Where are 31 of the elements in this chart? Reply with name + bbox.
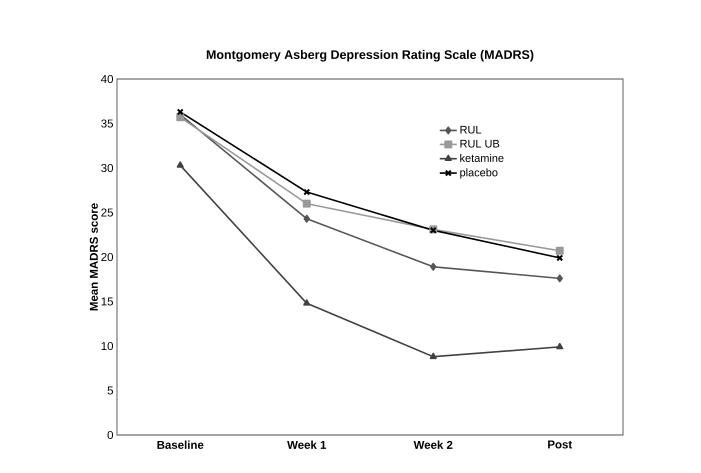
y-tick-label: 25 <box>101 208 113 217</box>
point <box>177 108 184 116</box>
x-tick-label: Post <box>548 440 572 449</box>
point <box>430 352 437 360</box>
y-tick-label: 0 <box>108 430 114 440</box>
y-tick-label: 20 <box>101 252 114 262</box>
point <box>176 161 184 168</box>
y-tick-label: 10 <box>102 342 114 350</box>
point <box>430 262 436 271</box>
point <box>304 188 310 196</box>
legend-label: ketamine <box>460 154 504 162</box>
y-tick-label: 35 <box>101 119 113 128</box>
x-tick-label: Week 2 <box>414 440 452 449</box>
legend-label: RUL <box>460 126 482 134</box>
point <box>556 274 563 282</box>
y-tick-label: 15 <box>102 298 113 306</box>
point <box>556 254 563 262</box>
y-tick-label: 5 <box>108 386 113 394</box>
legend-label: placebo <box>460 168 498 179</box>
point <box>303 299 310 306</box>
point <box>304 214 310 223</box>
y-tick-label: 40 <box>101 74 114 84</box>
chart-title: Montgomery Asberg Depression Rating Scale (MADRS) <box>206 50 534 62</box>
x-tick-label: Baseline <box>157 440 204 449</box>
point <box>556 342 564 350</box>
y-axis-title: Mean MADRS score <box>90 203 98 310</box>
legend-label: RUL UB <box>460 140 500 148</box>
x-tick-label: Week 1 <box>287 440 326 449</box>
point <box>302 200 311 208</box>
y-tick-label: 30 <box>101 164 114 172</box>
point <box>556 246 564 255</box>
